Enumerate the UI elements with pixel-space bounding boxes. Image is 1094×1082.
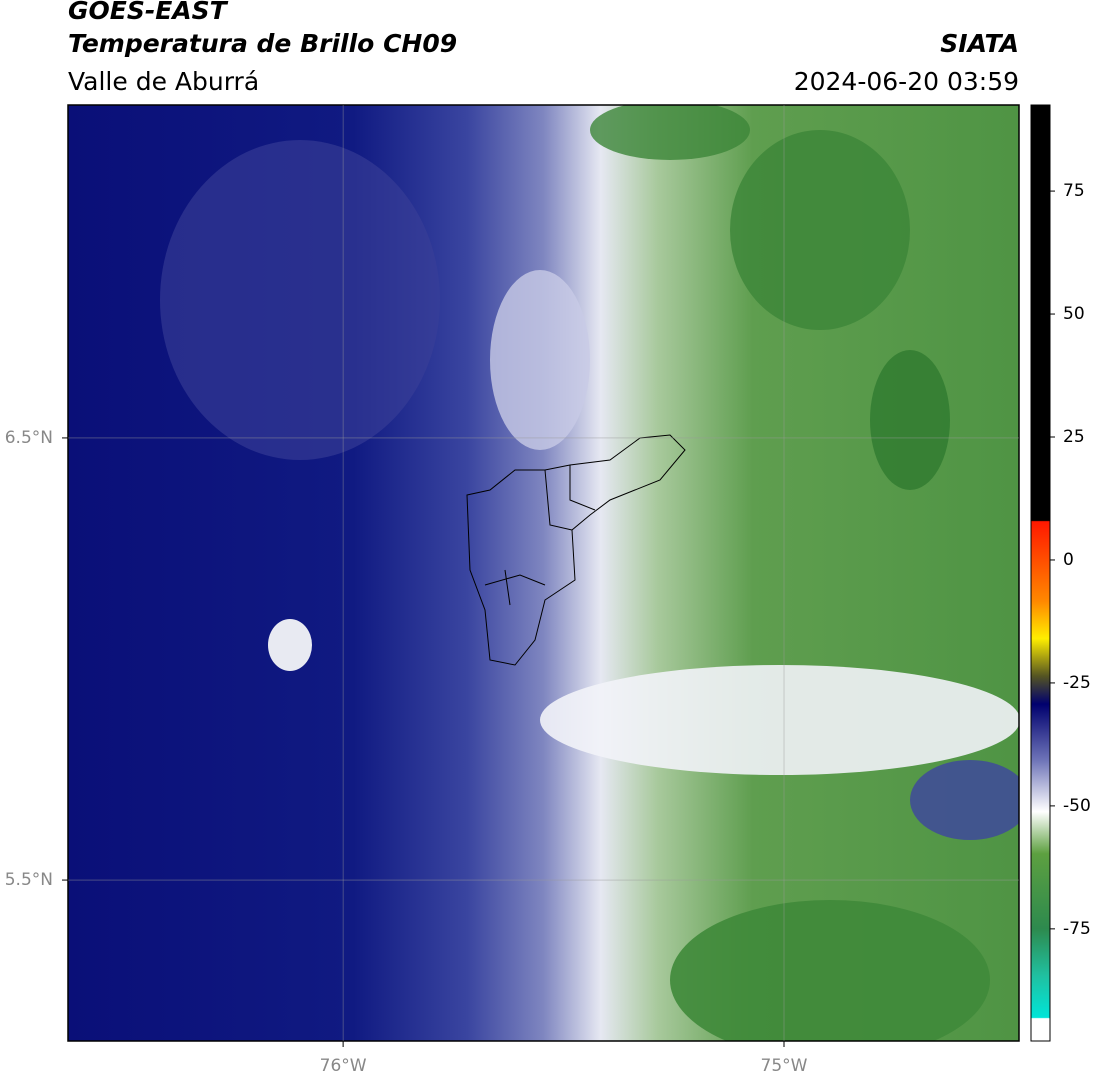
x-tick-label: 76°W: [320, 1056, 367, 1076]
colorbar-tick-label: 0: [1063, 550, 1074, 570]
datetime: 2024-06-20 03:59: [794, 67, 1019, 96]
y-tick-label: 6.5°N: [5, 428, 53, 448]
colorbar-tick-label: -75: [1063, 919, 1091, 939]
satellite-image: [68, 105, 1019, 1041]
colorbar-tick-label: -25: [1063, 673, 1091, 693]
colorbar-tick-label: 25: [1063, 427, 1085, 447]
region: Valle de Aburrá: [68, 67, 259, 96]
map-frame: [67, 104, 1020, 1042]
colorbar-tick-label: 50: [1063, 304, 1085, 324]
colorbar-tick-label: 75: [1063, 181, 1085, 201]
subtitle: Temperatura de Brillo CH09: [68, 29, 457, 58]
title: GOES-EAST: [68, 0, 229, 25]
x-tick-label: 75°W: [761, 1056, 808, 1076]
y-tick-label: 5.5°N: [5, 870, 53, 890]
colorbar: [1030, 104, 1051, 1042]
colorbar-tick-label: -50: [1063, 796, 1091, 816]
source: SIATA: [940, 29, 1019, 58]
